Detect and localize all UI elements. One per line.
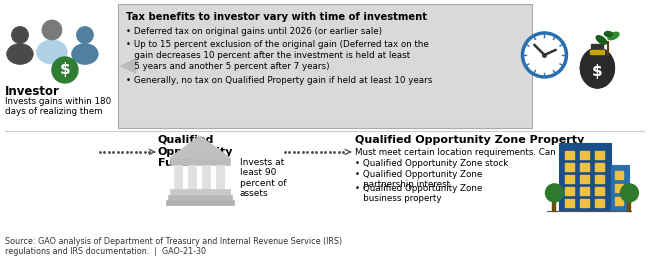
- Ellipse shape: [72, 43, 98, 64]
- Circle shape: [42, 20, 62, 40]
- Bar: [595, 163, 604, 171]
- Bar: [616, 171, 623, 179]
- Ellipse shape: [608, 32, 619, 40]
- Circle shape: [620, 184, 638, 202]
- Text: $: $: [592, 64, 603, 79]
- Bar: [170, 158, 230, 165]
- Text: • Up to 15 percent exclusion of the original gain (Deferred tax on the: • Up to 15 percent exclusion of the orig…: [126, 40, 428, 49]
- Bar: [566, 187, 575, 195]
- Bar: [580, 175, 590, 183]
- Circle shape: [523, 33, 566, 77]
- Bar: [590, 50, 605, 54]
- Text: $: $: [60, 62, 70, 78]
- Text: Tax benefits to investor vary with time of investment: Tax benefits to investor vary with time …: [126, 12, 427, 22]
- Ellipse shape: [36, 40, 68, 64]
- Text: 5 years and another 5 percent after 7 years): 5 years and another 5 percent after 7 ye…: [126, 62, 330, 71]
- Bar: [552, 198, 556, 211]
- Bar: [560, 143, 612, 211]
- Bar: [580, 163, 590, 171]
- Text: • Deferred tax on original gains until 2026 (or earlier sale): • Deferred tax on original gains until 2…: [126, 27, 382, 36]
- Text: Qualified Opportunity Zone Property: Qualified Opportunity Zone Property: [355, 135, 584, 145]
- Bar: [566, 199, 575, 207]
- Bar: [216, 165, 224, 189]
- Text: Qualified
Opportunity
Fund: Qualified Opportunity Fund: [158, 135, 233, 168]
- Bar: [188, 165, 196, 189]
- Circle shape: [12, 26, 29, 43]
- Text: • Qualified Opportunity Zone stock: • Qualified Opportunity Zone stock: [355, 159, 508, 168]
- Bar: [616, 197, 623, 205]
- Bar: [580, 199, 590, 207]
- Circle shape: [545, 184, 564, 202]
- Ellipse shape: [580, 48, 614, 88]
- Bar: [592, 44, 603, 52]
- Text: • Qualified Opportunity Zone
   partnership interest: • Qualified Opportunity Zone partnership…: [355, 170, 482, 189]
- Bar: [170, 189, 230, 195]
- Bar: [616, 184, 623, 192]
- Text: Invests at
least 90
percent of
assets: Invests at least 90 percent of assets: [240, 158, 286, 198]
- Bar: [595, 175, 604, 183]
- Text: gain decreases 10 percent after the investment is held at least: gain decreases 10 percent after the inve…: [126, 51, 410, 60]
- Text: • Generally, no tax on Qualified Property gain if held at least 10 years: • Generally, no tax on Qualified Propert…: [126, 76, 432, 85]
- Ellipse shape: [596, 36, 606, 44]
- Bar: [174, 165, 182, 189]
- Bar: [595, 151, 604, 159]
- Bar: [566, 175, 575, 183]
- Polygon shape: [170, 136, 230, 158]
- Circle shape: [77, 26, 94, 43]
- Bar: [595, 199, 604, 207]
- Text: Source: GAO analysis of Department of Treasury and Internal Revenue Service (IRS: Source: GAO analysis of Department of Tr…: [5, 237, 342, 256]
- Text: Investor: Investor: [5, 85, 60, 98]
- FancyBboxPatch shape: [118, 4, 532, 128]
- Bar: [202, 165, 210, 189]
- Bar: [595, 187, 604, 195]
- Text: Must meet certain location requirements. Can be:: Must meet certain location requirements.…: [355, 148, 572, 157]
- Text: • Qualified Opportunity Zone
   business property: • Qualified Opportunity Zone business pr…: [355, 184, 482, 203]
- Circle shape: [42, 20, 62, 40]
- Bar: [566, 151, 575, 159]
- Bar: [166, 200, 234, 205]
- Bar: [168, 195, 232, 200]
- Bar: [580, 151, 590, 159]
- Bar: [612, 165, 629, 211]
- Bar: [627, 198, 630, 211]
- Bar: [580, 187, 590, 195]
- Ellipse shape: [6, 43, 33, 64]
- Text: Invests gains within 180
days of realizing them: Invests gains within 180 days of realizi…: [5, 97, 111, 116]
- Ellipse shape: [604, 31, 612, 36]
- Bar: [566, 163, 575, 171]
- Circle shape: [52, 57, 78, 83]
